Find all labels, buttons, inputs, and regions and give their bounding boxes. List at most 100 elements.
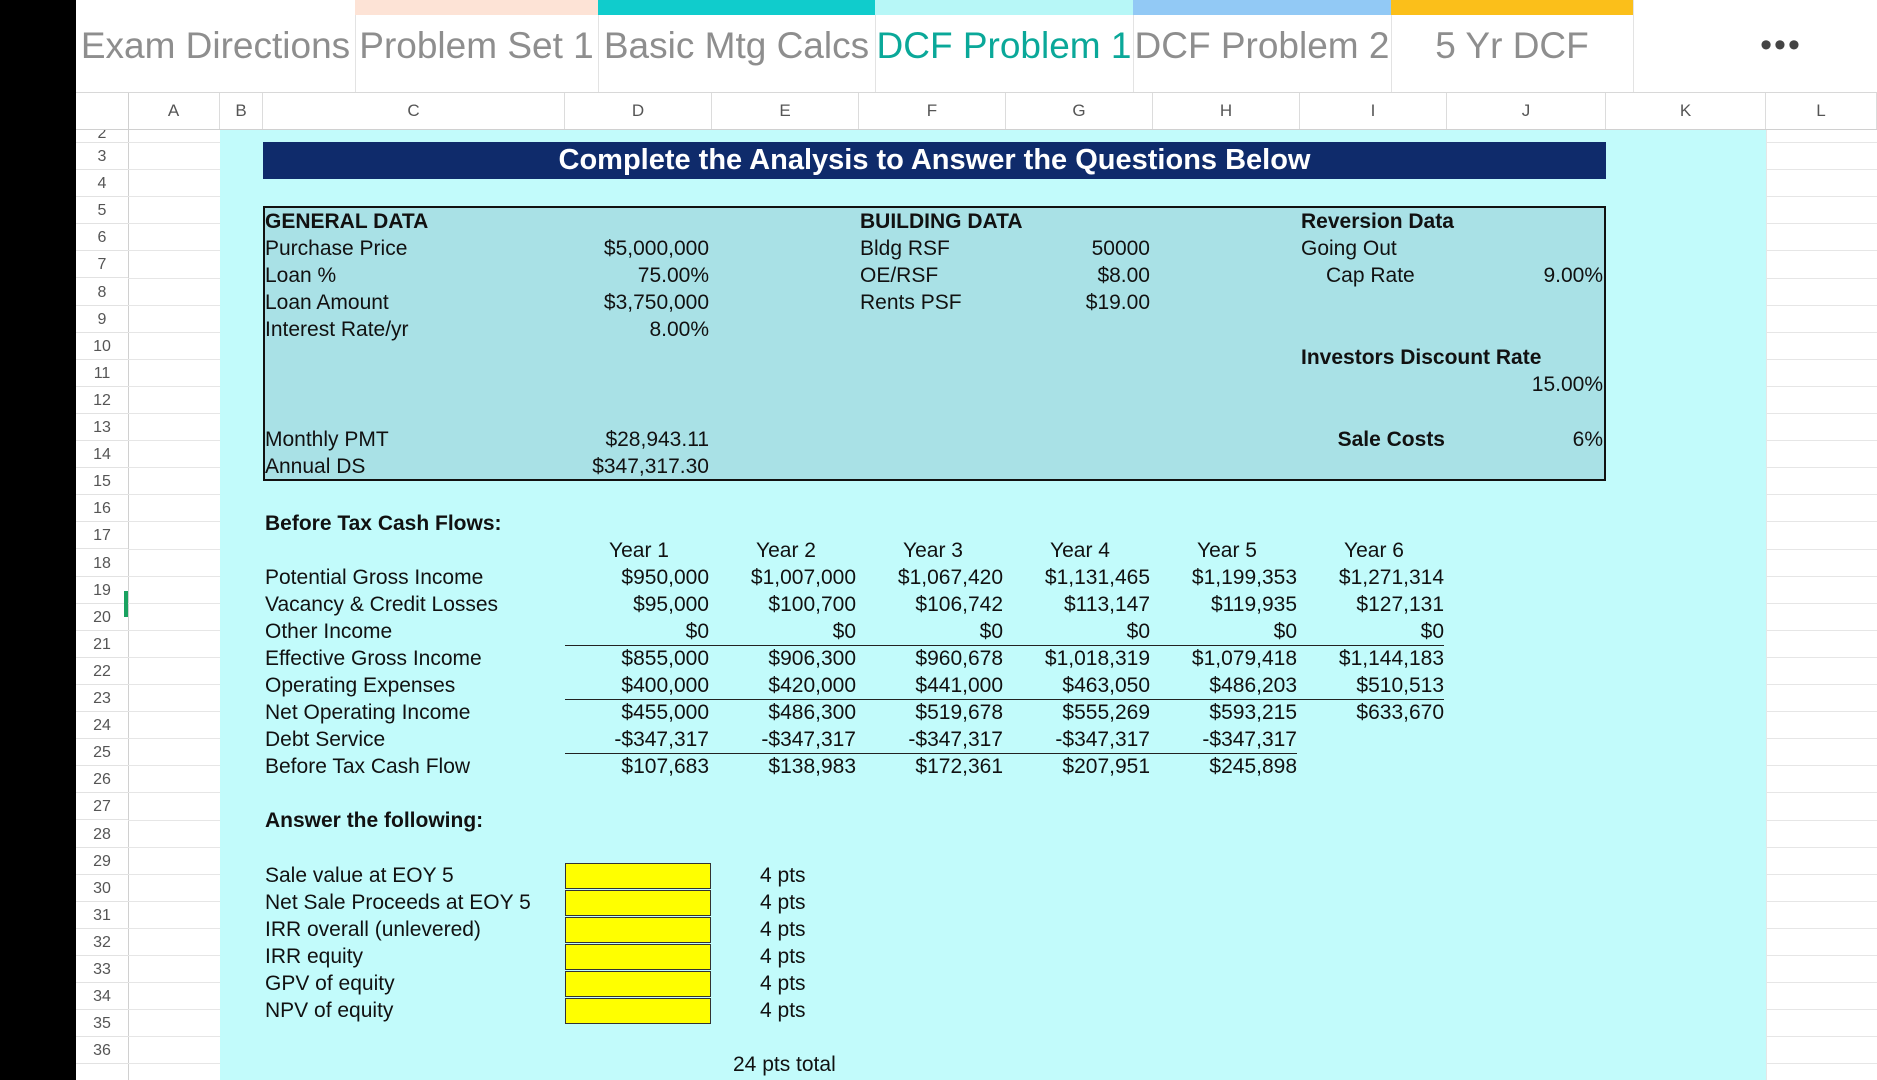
column-header-f[interactable]: F — [859, 93, 1006, 129]
rents-psf-value[interactable]: $19.00 — [1085, 291, 1150, 314]
answer-cell[interactable] — [565, 917, 711, 943]
row-header-34[interactable]: 34 — [76, 983, 128, 1011]
cash-flow-value[interactable]: $1,199,353 — [1191, 566, 1297, 589]
cap-rate-value[interactable]: 9.00% — [1543, 264, 1603, 287]
cash-flow-value[interactable]: $906,300 — [768, 647, 856, 670]
select-all-corner[interactable] — [76, 93, 129, 129]
annual-ds-value[interactable]: $347,317.30 — [592, 455, 709, 478]
cash-flow-value[interactable]: $855,000 — [621, 647, 709, 670]
loan-amount-value[interactable]: $3,750,000 — [603, 291, 709, 314]
cash-flow-value[interactable]: -$347,317 — [908, 728, 1003, 751]
cash-flow-value[interactable]: $0 — [1273, 620, 1297, 643]
tab-basic-mtg-calcs[interactable]: Basic Mtg Calcs — [598, 0, 876, 92]
cash-flow-value[interactable]: $1,271,314 — [1338, 566, 1444, 589]
cash-flow-value[interactable]: $127,131 — [1356, 593, 1444, 616]
cash-flow-value[interactable]: $555,269 — [1062, 701, 1150, 724]
row-header-31[interactable]: 31 — [76, 902, 128, 929]
cash-flow-value[interactable]: $960,678 — [915, 647, 1003, 670]
column-header-g[interactable]: G — [1006, 93, 1153, 129]
cash-flow-value[interactable]: $113,147 — [1063, 593, 1150, 616]
cash-flow-value[interactable]: $106,742 — [915, 593, 1003, 616]
cash-flow-value[interactable]: $455,000 — [621, 701, 709, 724]
row-header-3[interactable]: 3 — [76, 143, 128, 171]
cash-flow-value[interactable]: $0 — [685, 620, 709, 643]
cash-flow-value[interactable]: $119,935 — [1210, 593, 1297, 616]
row-header-33[interactable]: 33 — [76, 956, 128, 984]
cash-flow-value[interactable]: $400,000 — [621, 674, 709, 697]
column-header-d[interactable]: D — [565, 93, 712, 129]
cash-flow-value[interactable]: -$347,317 — [1202, 728, 1297, 751]
cash-flow-value[interactable]: $519,678 — [915, 701, 1003, 724]
row-header-5[interactable]: 5 — [76, 197, 128, 225]
row-header-29[interactable]: 29 — [76, 848, 128, 875]
answer-cell[interactable] — [565, 944, 711, 970]
cash-flow-value[interactable]: $441,000 — [915, 674, 1003, 697]
row-header-12[interactable]: 12 — [76, 387, 128, 414]
row-header-22[interactable]: 22 — [76, 658, 128, 685]
cash-flow-value[interactable]: $486,300 — [768, 701, 856, 724]
cash-flow-value[interactable]: $107,683 — [621, 755, 709, 778]
cash-flow-value[interactable]: $1,144,183 — [1338, 647, 1444, 670]
cash-flow-value[interactable]: $950,000 — [621, 566, 709, 589]
cash-flow-value[interactable]: $463,050 — [1062, 674, 1150, 697]
row-header-17[interactable]: 17 — [76, 522, 128, 550]
cash-flow-value[interactable]: $593,215 — [1209, 701, 1297, 724]
column-header-c[interactable]: C — [263, 93, 565, 129]
cash-flow-value[interactable]: $1,079,418 — [1191, 647, 1297, 670]
row-header-28[interactable]: 28 — [76, 821, 128, 848]
column-header-l[interactable]: L — [1766, 93, 1877, 129]
row-header-30[interactable]: 30 — [76, 875, 128, 902]
sale-costs-value[interactable]: 6% — [1572, 428, 1603, 451]
row-header-32[interactable]: 32 — [76, 929, 128, 956]
bldg-rsf-value[interactable]: 50000 — [1091, 237, 1150, 260]
cash-flow-value[interactable]: $510,513 — [1356, 674, 1444, 697]
row-header-25[interactable]: 25 — [76, 739, 128, 767]
row-header-13[interactable]: 13 — [76, 414, 128, 442]
row-header-24[interactable]: 24 — [76, 712, 128, 740]
row-header-19[interactable]: 19 — [76, 577, 128, 604]
interest-rate-value[interactable]: 8.00% — [649, 318, 709, 341]
answer-cell[interactable] — [565, 890, 711, 916]
tab-5-yr-dcf[interactable]: 5 Yr DCF — [1391, 0, 1634, 92]
cash-flow-value[interactable]: -$347,317 — [761, 728, 856, 751]
oe-rsf-value[interactable]: $8.00 — [1097, 264, 1150, 287]
cash-flow-value[interactable]: $0 — [1420, 620, 1444, 643]
tab-problem-set-1[interactable]: Problem Set 1 — [355, 0, 599, 92]
cash-flow-value[interactable]: $1,018,319 — [1044, 647, 1150, 670]
monthly-pmt-value[interactable]: $28,943.11 — [605, 428, 709, 451]
cash-flow-value[interactable]: $486,203 — [1209, 674, 1297, 697]
row-header-35[interactable]: 35 — [76, 1010, 128, 1038]
cash-flow-value[interactable]: $138,983 — [768, 755, 856, 778]
row-header-26[interactable]: 26 — [76, 766, 128, 794]
cash-flow-value[interactable]: $1,131,465 — [1044, 566, 1150, 589]
row-header-36[interactable]: 36 — [76, 1037, 128, 1065]
cash-flow-value[interactable]: -$347,317 — [1055, 728, 1150, 751]
column-header-i[interactable]: I — [1300, 93, 1447, 129]
tab-exam-directions[interactable]: Exam Directions — [76, 0, 356, 92]
cash-flow-value[interactable]: $633,670 — [1356, 701, 1444, 724]
cash-flow-value[interactable]: $420,000 — [768, 674, 856, 697]
cash-flow-value[interactable]: $95,000 — [633, 593, 709, 616]
column-header-a[interactable]: A — [128, 93, 220, 129]
more-tabs-icon[interactable]: ••• — [1760, 26, 1802, 64]
row-header-7[interactable]: 7 — [76, 251, 128, 279]
row-header-9[interactable]: 9 — [76, 306, 128, 333]
row-header-20[interactable]: 20 — [76, 604, 128, 631]
column-header-b[interactable]: B — [220, 93, 263, 129]
discount-rate-value[interactable]: 15.00% — [1531, 373, 1603, 396]
tab-dcf-problem-1[interactable]: DCF Problem 1 — [875, 0, 1134, 92]
cash-flow-value[interactable]: $1,067,420 — [897, 566, 1003, 589]
row-header-18[interactable]: 18 — [76, 550, 128, 577]
cash-flow-value[interactable]: $172,361 — [915, 755, 1003, 778]
column-header-j[interactable]: J — [1447, 93, 1606, 129]
row-header-14[interactable]: 14 — [76, 441, 128, 469]
cash-flow-value[interactable]: $0 — [832, 620, 856, 643]
row-header-4[interactable]: 4 — [76, 170, 128, 198]
cash-flow-value[interactable]: -$347,317 — [614, 728, 709, 751]
purchase-price-value[interactable]: $5,000,000 — [603, 237, 709, 260]
row-header-11[interactable]: 11 — [76, 360, 128, 387]
cash-flow-value[interactable]: $0 — [1126, 620, 1150, 643]
tab-dcf-problem-2[interactable]: DCF Problem 2 — [1133, 0, 1392, 92]
answer-cell[interactable] — [565, 863, 711, 889]
cash-flow-value[interactable]: $1,007,000 — [750, 566, 856, 589]
